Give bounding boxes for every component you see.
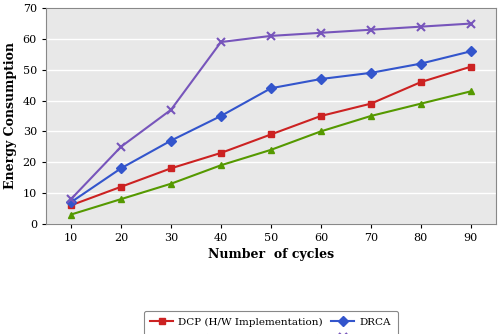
Line: DCP (S/W Implementation): DCP (S/W Implementation) [68,88,474,218]
GRDA [118,145,124,149]
DRCA [468,49,474,53]
DCP (S/W Implementation) [418,102,424,106]
DCP (H/W Implementation) [68,203,74,207]
Line: GRDA: GRDA [67,19,475,203]
Y-axis label: Energy Consumption: Energy Consumption [4,42,17,189]
X-axis label: Number  of cycles: Number of cycles [208,248,334,262]
DRCA [318,77,324,81]
DRCA [418,61,424,65]
DRCA [268,86,274,90]
DCP (H/W Implementation) [318,114,324,118]
GRDA [268,34,274,38]
GRDA [168,108,174,112]
DCP (S/W Implementation) [368,114,374,118]
DCP (S/W Implementation) [68,212,74,216]
DCP (H/W Implementation) [118,185,124,189]
Legend: DCP (H/W Implementation), DCP (S/W Implementation), DRCA, GRDA: DCP (H/W Implementation), DCP (S/W Imple… [144,311,398,334]
GRDA [68,197,74,201]
Line: DRCA: DRCA [68,48,474,206]
GRDA [218,40,224,44]
DRCA [168,139,174,143]
DCP (H/W Implementation) [418,80,424,84]
DRCA [118,166,124,170]
DCP (S/W Implementation) [218,163,224,167]
GRDA [468,22,474,26]
GRDA [368,28,374,32]
GRDA [318,31,324,35]
DRCA [68,200,74,204]
DCP (H/W Implementation) [168,166,174,170]
DCP (H/W Implementation) [218,151,224,155]
DRCA [368,71,374,75]
DCP (H/W Implementation) [468,65,474,69]
DCP (S/W Implementation) [268,148,274,152]
Line: DCP (H/W Implementation): DCP (H/W Implementation) [68,63,474,209]
DCP (H/W Implementation) [368,102,374,106]
DCP (H/W Implementation) [268,133,274,137]
DCP (S/W Implementation) [168,182,174,186]
DCP (S/W Implementation) [118,197,124,201]
GRDA [418,25,424,29]
DCP (S/W Implementation) [318,129,324,133]
DCP (S/W Implementation) [468,89,474,93]
DRCA [218,114,224,118]
